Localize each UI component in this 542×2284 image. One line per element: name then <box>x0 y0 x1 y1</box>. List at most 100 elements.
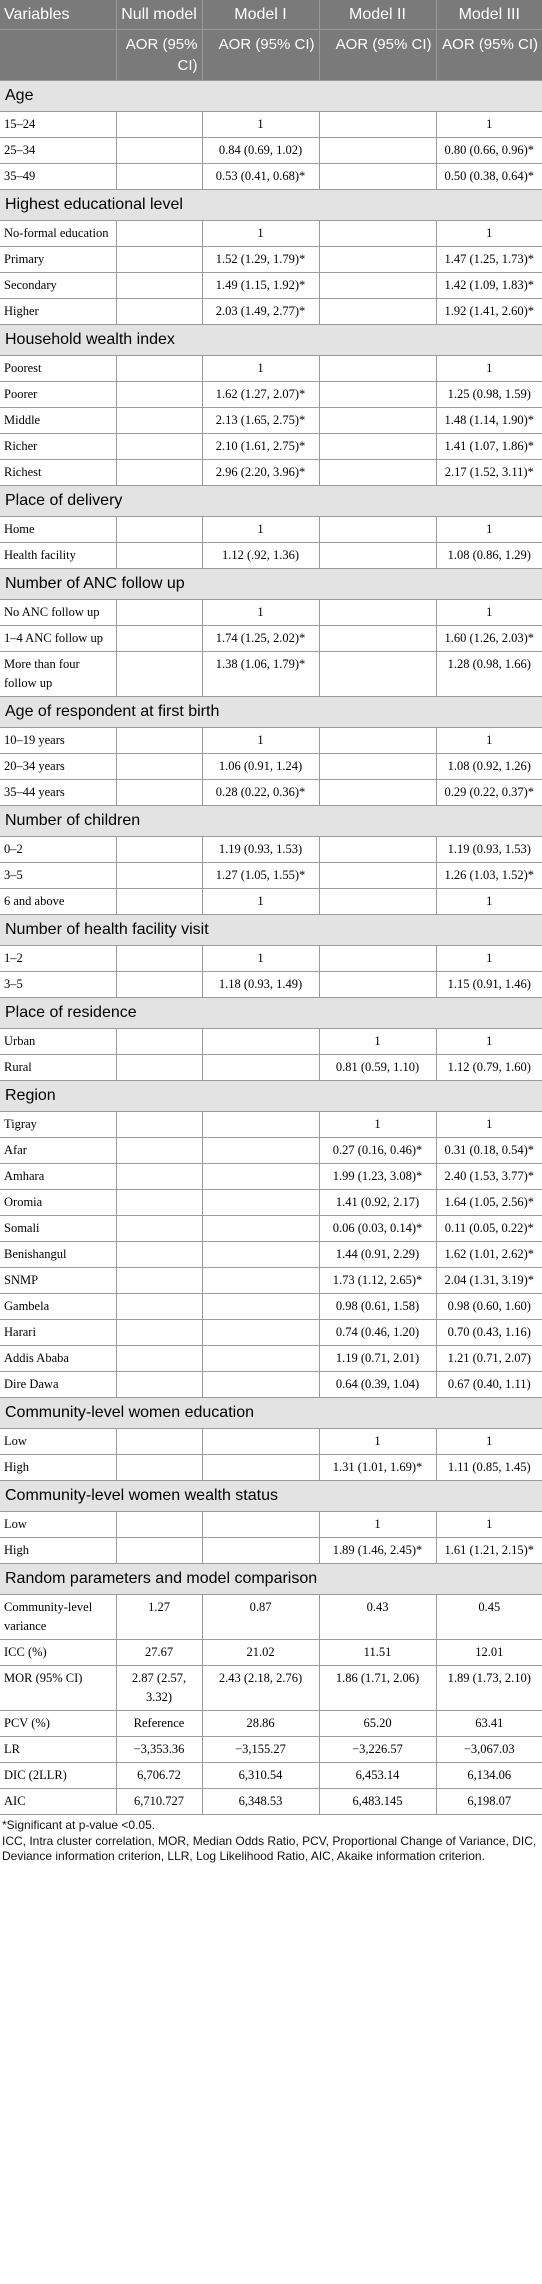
cell-null-model <box>116 1241 203 1268</box>
row-label: Secondary <box>0 272 117 299</box>
section-title: Random parameters and model comparison <box>0 1563 542 1595</box>
cell-model-1: 0.87 <box>202 1594 320 1640</box>
cell-model-2 <box>319 625 437 652</box>
cell-null-model <box>116 1111 203 1138</box>
table-row: ICC (%) 27.67 21.02 11.51 12.01 <box>0 1639 542 1666</box>
cell-null-model <box>116 459 203 486</box>
row-label: PCV (%) <box>0 1710 117 1737</box>
header-model-3: Model III <box>436 0 542 30</box>
cell-model-2: 0.64 (0.39, 1.04) <box>319 1371 437 1398</box>
cell-model-3: 1.64 (1.05, 2.56)* <box>436 1189 542 1216</box>
row-label: No ANC follow up <box>0 599 117 626</box>
cell-null-model <box>116 272 203 299</box>
cell-model-1 <box>202 1319 320 1346</box>
cell-model-1 <box>202 1267 320 1294</box>
header-sub-m3: AOR (95% CI) <box>436 29 542 81</box>
table-row: Oromia 1.41 (0.92, 2.17) 1.64 (1.05, 2.56)… <box>0 1189 542 1216</box>
row-label: 10–19 years <box>0 727 117 754</box>
table-row: 1–2 1 1 <box>0 945 542 972</box>
section-title: Community-level women wealth status <box>0 1480 542 1512</box>
cell-null-model: 6,710.727 <box>116 1788 203 1815</box>
cell-model-3: 1 <box>436 220 542 247</box>
row-label: 3–5 <box>0 971 117 998</box>
table-row: Rural 0.81 (0.59, 1.10) 1.12 (0.79, 1.60) <box>0 1054 542 1081</box>
cell-model-3: 1.47 (1.25, 1.73)* <box>436 246 542 273</box>
section-title: Highest educational level <box>0 189 542 221</box>
table-row: 35–44 years 0.28 (0.22, 0.36)* 0.29 (0.22,… <box>0 779 542 806</box>
cell-null-model <box>116 407 203 434</box>
cell-model-2 <box>319 137 437 164</box>
cell-model-3: 1 <box>436 516 542 543</box>
cell-model-2: 0.43 <box>319 1594 437 1640</box>
row-label: Addis Ababa <box>0 1345 117 1372</box>
row-label: Richer <box>0 433 117 460</box>
table-row: Primary 1.52 (1.29, 1.79)* 1.47 (1.25, 1.7… <box>0 246 542 273</box>
cell-model-2 <box>319 779 437 806</box>
cell-model-2: 0.98 (0.61, 1.58) <box>319 1293 437 1320</box>
header-variables: Variables <box>0 0 117 30</box>
row-label: Low <box>0 1428 117 1455</box>
table-row: Health facility 1.12 (.92, 1.36) 1.08 (0.8… <box>0 542 542 569</box>
cell-model-1: 1.62 (1.27, 2.07)* <box>202 381 320 408</box>
cell-model-2 <box>319 355 437 382</box>
row-label: Richest <box>0 459 117 486</box>
table-row: No ANC follow up 1 1 <box>0 599 542 626</box>
cell-model-1: 1.52 (1.29, 1.79)* <box>202 246 320 273</box>
cell-model-2 <box>319 246 437 273</box>
cell-null-model <box>116 599 203 626</box>
multilevel-results-table: Variables Null model Model I Model II Mo… <box>0 0 542 1815</box>
row-label: Benishangul <box>0 1241 117 1268</box>
cell-null-model <box>116 888 203 915</box>
table-row: 3–5 1.27 (1.05, 1.55)* 1.26 (1.03, 1.52)* <box>0 862 542 889</box>
cell-model-2: 1.44 (0.91, 2.29) <box>319 1241 437 1268</box>
cell-model-1 <box>202 1054 320 1081</box>
cell-null-model <box>116 1163 203 1190</box>
cell-null-model: 2.87 (2.57, 3.32) <box>116 1665 203 1711</box>
cell-model-3: 6,198.07 <box>436 1788 542 1815</box>
row-label: Poorest <box>0 355 117 382</box>
cell-null-model <box>116 945 203 972</box>
row-label: ICC (%) <box>0 1639 117 1666</box>
cell-model-1 <box>202 1454 320 1481</box>
row-label: Afar <box>0 1137 117 1164</box>
table-row: No-formal education 1 1 <box>0 220 542 247</box>
table-header: Variables Null model Model I Model II Mo… <box>0 0 542 81</box>
table-row: Higher 2.03 (1.49, 2.77)* 1.92 (1.41, 2.60… <box>0 298 542 325</box>
cell-model-1: 6,310.54 <box>202 1762 320 1789</box>
section-row: Household wealth index <box>0 324 542 356</box>
cell-model-3: 1.92 (1.41, 2.60)* <box>436 298 542 325</box>
table-footnotes: *Significant at p-value <0.05. ICC, Intr… <box>0 1815 542 1864</box>
cell-null-model <box>116 862 203 889</box>
row-label: 1–4 ANC follow up <box>0 625 117 652</box>
row-label: LR <box>0 1736 117 1763</box>
table-row: Poorest 1 1 <box>0 355 542 382</box>
table-row: 20–34 years 1.06 (0.91, 1.24) 1.08 (0.92, … <box>0 753 542 780</box>
table-row: 1–4 ANC follow up 1.74 (1.25, 2.02)* 1.60 … <box>0 625 542 652</box>
section-row: Region <box>0 1080 542 1112</box>
row-label: Amhara <box>0 1163 117 1190</box>
cell-null-model <box>116 298 203 325</box>
cell-model-2: 0.27 (0.16, 0.46)* <box>319 1137 437 1164</box>
cell-model-2 <box>319 220 437 247</box>
table-row: Gambela 0.98 (0.61, 1.58) 0.98 (0.60, 1.60… <box>0 1293 542 1320</box>
row-label: 15–24 <box>0 111 117 138</box>
row-label: MOR (95% CI) <box>0 1665 117 1711</box>
cell-model-3: 1.15 (0.91, 1.46) <box>436 971 542 998</box>
cell-model-2 <box>319 381 437 408</box>
table-row: LR −3,353.36 −3,155.27 −3,226.57 −3,067.03 <box>0 1736 542 1763</box>
cell-model-1: 1.12 (.92, 1.36) <box>202 542 320 569</box>
section-row: Community-level women wealth status <box>0 1480 542 1512</box>
row-label: Community-level variance <box>0 1594 117 1640</box>
header-row: Variables Null model Model I Model II Mo… <box>0 0 542 30</box>
table-row: 25–34 0.84 (0.69, 1.02) 0.80 (0.66, 0.96)* <box>0 137 542 164</box>
cell-model-1: 0.28 (0.22, 0.36)* <box>202 779 320 806</box>
cell-model-2: 65.20 <box>319 1710 437 1737</box>
cell-null-model <box>116 1428 203 1455</box>
cell-null-model <box>116 1028 203 1055</box>
row-label: 3–5 <box>0 862 117 889</box>
cell-model-3: 1.19 (0.93, 1.53) <box>436 836 542 863</box>
header-sub-null: AOR (95% CI) <box>116 29 203 81</box>
cell-model-3: 1 <box>436 355 542 382</box>
cell-model-2: 1.41 (0.92, 2.17) <box>319 1189 437 1216</box>
cell-null-model <box>116 1054 203 1081</box>
